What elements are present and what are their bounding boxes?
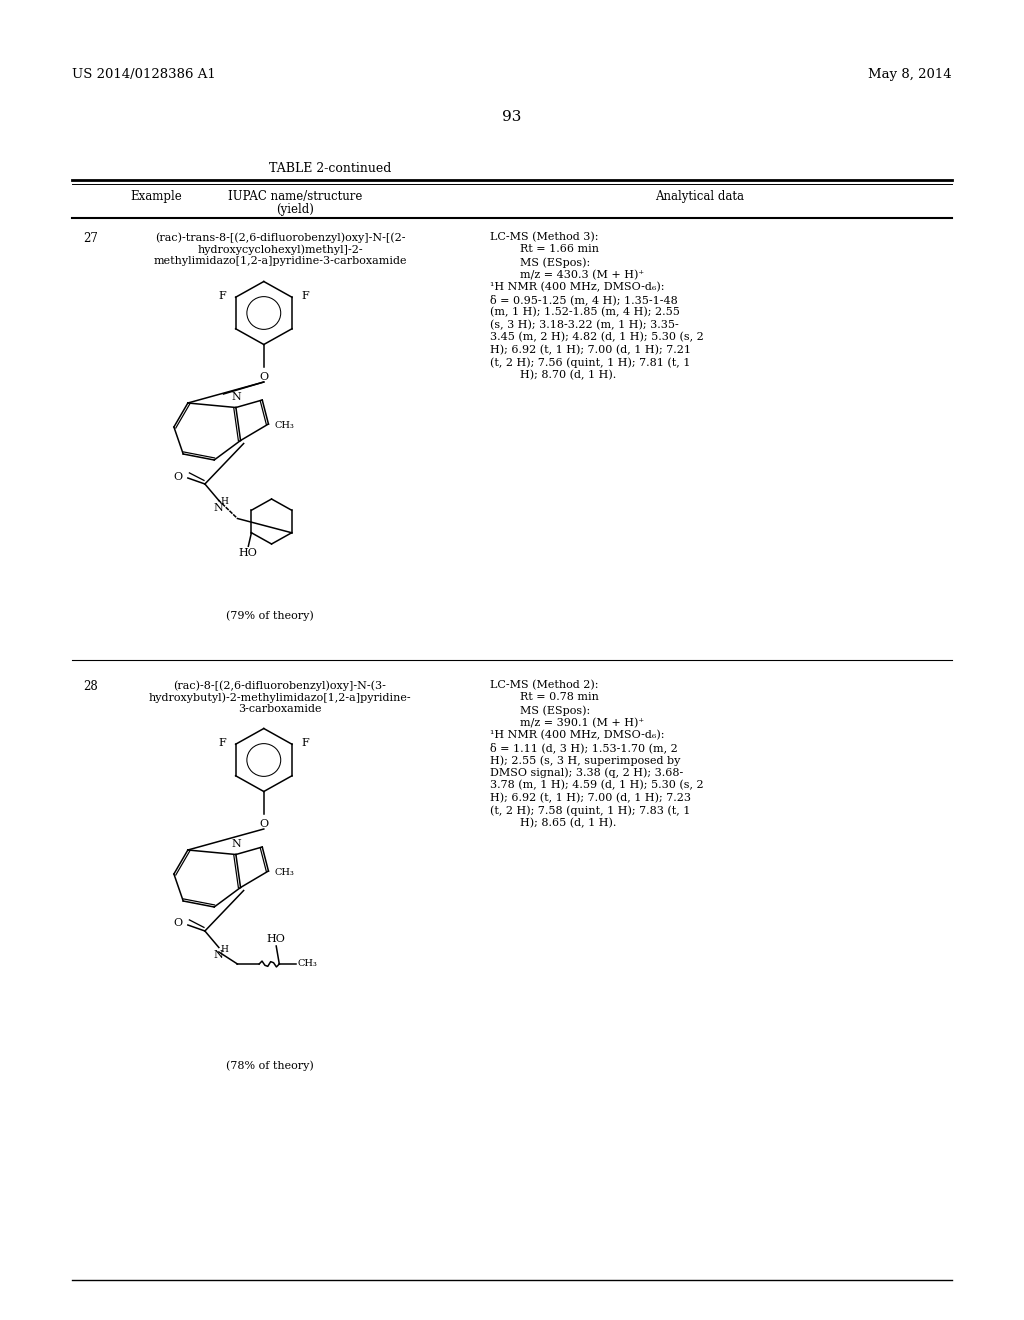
Text: Rt = 1.66 min: Rt = 1.66 min <box>520 244 599 255</box>
Text: N: N <box>231 392 241 403</box>
Text: O: O <box>173 471 182 482</box>
Text: TABLE 2-continued: TABLE 2-continued <box>269 162 391 176</box>
Text: LC-MS (Method 2):: LC-MS (Method 2): <box>490 680 598 690</box>
Text: O: O <box>173 919 182 928</box>
Text: CH₃: CH₃ <box>298 960 317 969</box>
Text: DMSO signal); 3.38 (q, 2 H); 3.68-: DMSO signal); 3.38 (q, 2 H); 3.68- <box>490 767 683 777</box>
Text: HO: HO <box>239 548 258 558</box>
Text: Analytical data: Analytical data <box>655 190 744 203</box>
Text: H: H <box>220 498 228 507</box>
Text: N: N <box>231 840 241 849</box>
Text: CH₃: CH₃ <box>274 869 295 876</box>
Text: 3.45 (m, 2 H); 4.82 (d, 1 H); 5.30 (s, 2: 3.45 (m, 2 H); 4.82 (d, 1 H); 5.30 (s, 2 <box>490 333 703 342</box>
Text: MS (ESpos):: MS (ESpos): <box>520 705 590 715</box>
Text: H); 8.70 (d, 1 H).: H); 8.70 (d, 1 H). <box>520 370 616 380</box>
Text: MS (ESpos):: MS (ESpos): <box>520 257 590 268</box>
Text: IUPAC name/structure: IUPAC name/structure <box>227 190 362 203</box>
Text: O: O <box>259 820 268 829</box>
Text: H); 8.65 (d, 1 H).: H); 8.65 (d, 1 H). <box>520 817 616 828</box>
Text: (t, 2 H); 7.56 (quint, 1 H); 7.81 (t, 1: (t, 2 H); 7.56 (quint, 1 H); 7.81 (t, 1 <box>490 356 690 367</box>
Text: δ = 0.95-1.25 (m, 4 H); 1.35-1-48: δ = 0.95-1.25 (m, 4 H); 1.35-1-48 <box>490 294 678 305</box>
Text: m/z = 430.3 (M + H)⁺: m/z = 430.3 (M + H)⁺ <box>520 269 644 280</box>
Text: H); 6.92 (t, 1 H); 7.00 (d, 1 H); 7.21: H); 6.92 (t, 1 H); 7.00 (d, 1 H); 7.21 <box>490 345 691 355</box>
Text: (rac)-trans-8-[(2,6-difluorobenzyl)oxy]-N-[(2-: (rac)-trans-8-[(2,6-difluorobenzyl)oxy]-… <box>155 232 406 243</box>
Text: US 2014/0128386 A1: US 2014/0128386 A1 <box>72 69 216 81</box>
Text: LC-MS (Method 3):: LC-MS (Method 3): <box>490 232 598 243</box>
Text: H: H <box>220 945 228 953</box>
Text: (t, 2 H); 7.58 (quint, 1 H); 7.83 (t, 1: (t, 2 H); 7.58 (quint, 1 H); 7.83 (t, 1 <box>490 805 690 816</box>
Text: ¹H NMR (400 MHz, DMSO-d₆):: ¹H NMR (400 MHz, DMSO-d₆): <box>490 730 665 741</box>
Text: (yield): (yield) <box>276 203 314 216</box>
Text: 28: 28 <box>83 680 97 693</box>
Text: F: F <box>218 738 226 747</box>
Text: H); 2.55 (s, 3 H, superimposed by: H); 2.55 (s, 3 H, superimposed by <box>490 755 680 766</box>
Text: δ = 1.11 (d, 3 H); 1.53-1.70 (m, 2: δ = 1.11 (d, 3 H); 1.53-1.70 (m, 2 <box>490 742 678 754</box>
Text: (m, 1 H); 1.52-1.85 (m, 4 H); 2.55: (m, 1 H); 1.52-1.85 (m, 4 H); 2.55 <box>490 308 680 317</box>
Text: H); 6.92 (t, 1 H); 7.00 (d, 1 H); 7.23: H); 6.92 (t, 1 H); 7.00 (d, 1 H); 7.23 <box>490 792 691 803</box>
Text: F: F <box>301 290 309 301</box>
Text: (s, 3 H); 3.18-3.22 (m, 1 H); 3.35-: (s, 3 H); 3.18-3.22 (m, 1 H); 3.35- <box>490 319 679 330</box>
Text: 93: 93 <box>503 110 521 124</box>
Text: (rac)-8-[(2,6-difluorobenzyl)oxy]-N-(3-: (rac)-8-[(2,6-difluorobenzyl)oxy]-N-(3- <box>173 680 386 690</box>
Text: m/z = 390.1 (M + H)⁺: m/z = 390.1 (M + H)⁺ <box>520 718 644 727</box>
Text: F: F <box>218 290 226 301</box>
Text: CH₃: CH₃ <box>274 421 295 430</box>
Text: 3.78 (m, 1 H); 4.59 (d, 1 H); 5.30 (s, 2: 3.78 (m, 1 H); 4.59 (d, 1 H); 5.30 (s, 2 <box>490 780 703 791</box>
Text: methylimidazo[1,2-a]pyridine-3-carboxamide: methylimidazo[1,2-a]pyridine-3-carboxami… <box>154 256 407 267</box>
Text: 27: 27 <box>83 232 98 246</box>
Text: Example: Example <box>130 190 181 203</box>
Text: O: O <box>259 372 268 383</box>
Text: ¹H NMR (400 MHz, DMSO-d₆):: ¹H NMR (400 MHz, DMSO-d₆): <box>490 282 665 292</box>
Text: Rt = 0.78 min: Rt = 0.78 min <box>520 693 599 702</box>
Text: hydroxybutyl)-2-methylimidazo[1,2-a]pyridine-: hydroxybutyl)-2-methylimidazo[1,2-a]pyri… <box>148 692 412 702</box>
Text: N: N <box>213 950 223 960</box>
Text: May 8, 2014: May 8, 2014 <box>868 69 952 81</box>
Text: 3-carboxamide: 3-carboxamide <box>239 704 322 714</box>
Text: (78% of theory): (78% of theory) <box>226 1060 314 1071</box>
Text: hydroxycyclohexyl)methyl]-2-: hydroxycyclohexyl)methyl]-2- <box>198 244 362 255</box>
Text: F: F <box>301 738 309 747</box>
Text: HO: HO <box>267 935 286 945</box>
Text: N: N <box>213 503 223 513</box>
Text: (79% of theory): (79% of theory) <box>226 610 314 620</box>
